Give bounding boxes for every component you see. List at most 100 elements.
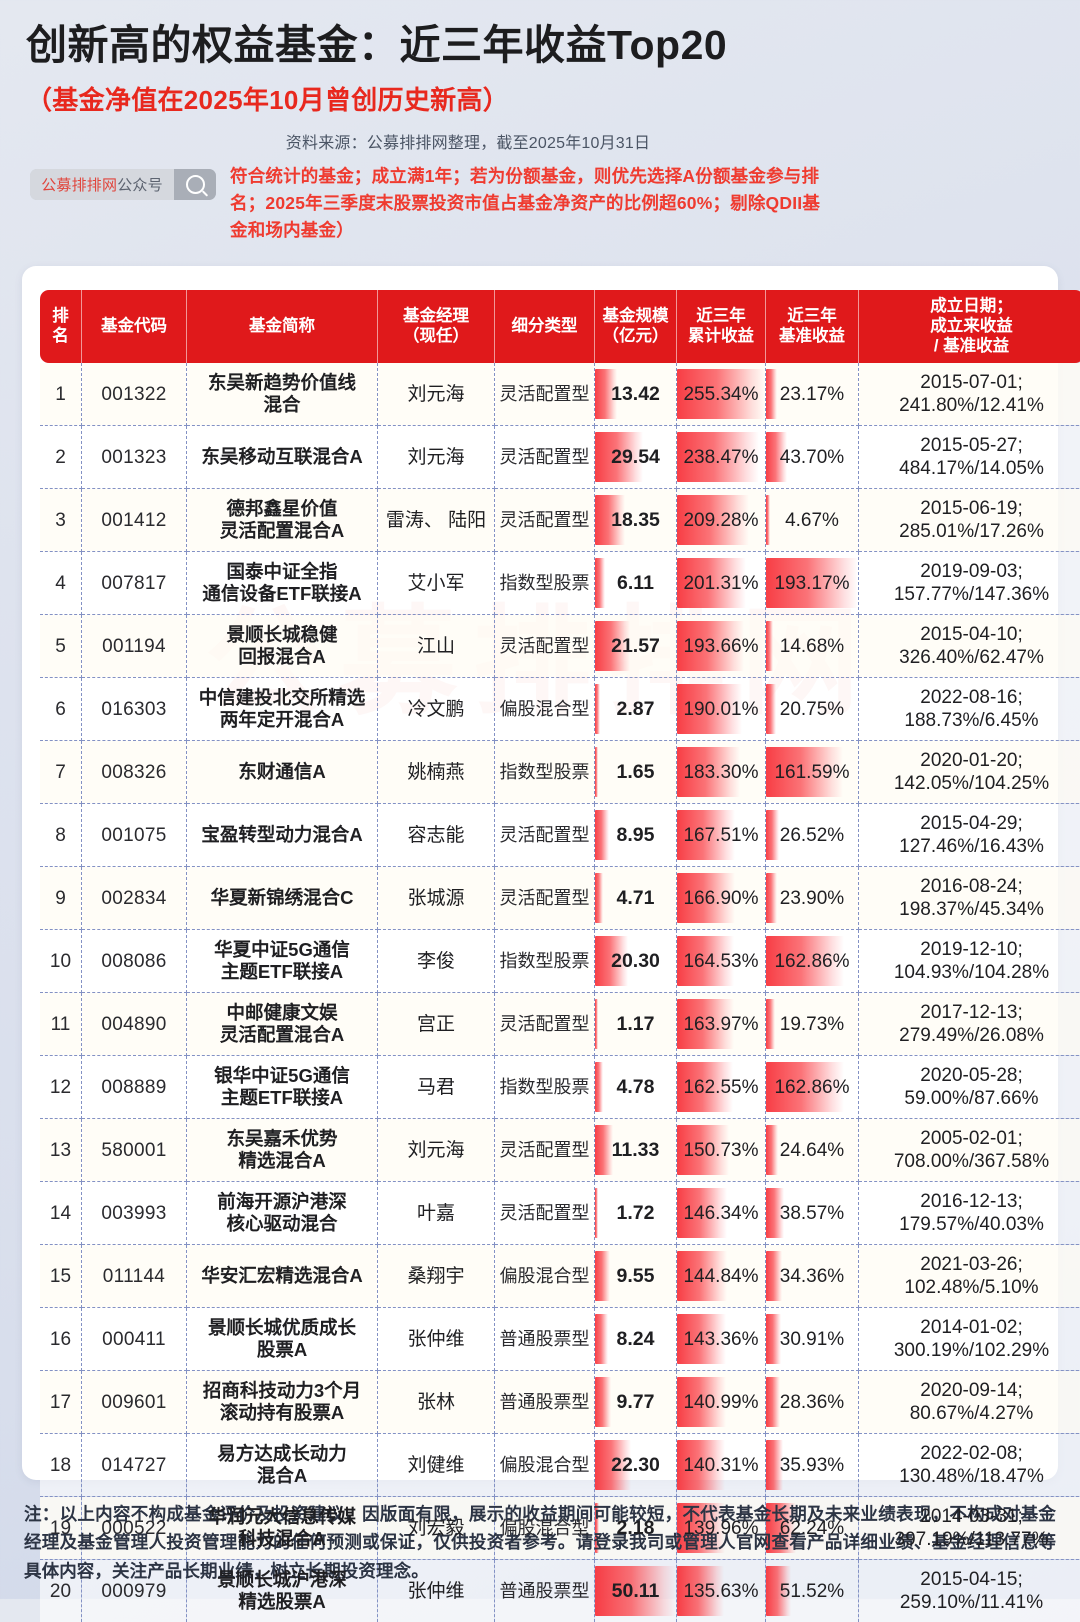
cell-text-founded: 2021-03-26; 102.48%/5.10%: [904, 1254, 1038, 1299]
cell-text-bench3y: 24.64%: [780, 1140, 844, 1161]
cell-rank: 17: [40, 1371, 82, 1434]
cell-text-type: 灵活配置型: [500, 1014, 590, 1034]
cell-text-rank: 14: [50, 1203, 71, 1224]
cell-name: 华夏新锦绣混合C: [187, 867, 378, 930]
cell-ret3y: 162.55%: [677, 1056, 766, 1119]
cell-bench3y: 24.64%: [766, 1119, 859, 1182]
cell-scale: 8.24: [595, 1308, 677, 1371]
cell-code: 004890: [82, 993, 187, 1056]
cell-text-ret3y: 163.97%: [683, 1014, 758, 1035]
cell-text-scale: 29.54: [611, 446, 660, 468]
cell-manager: 冷文鹏: [378, 678, 495, 741]
cell-ret3y: 255.34%: [677, 363, 766, 426]
cell-bench3y: 26.52%: [766, 804, 859, 867]
cell-ret3y: 209.28%: [677, 489, 766, 552]
cell-text-rank: 7: [55, 762, 66, 783]
cell-text-scale: 4.78: [617, 1076, 655, 1098]
cell-bench3y: 162.86%: [766, 930, 859, 993]
cell-text-type: 偏股混合型: [500, 699, 590, 719]
cell-founded: 2022-08-16; 188.73%/6.45%: [859, 678, 1080, 741]
cell-name: 中信建投北交所精选 两年定开混合A: [187, 678, 378, 741]
cell-text-bench3y: 23.90%: [780, 888, 844, 909]
cell-manager: 艾小军: [378, 552, 495, 615]
cell-type: 普通股票型: [495, 1308, 595, 1371]
cell-text-name: 中邮健康文娱 灵活配置混合A: [220, 1002, 344, 1046]
cell-code: 003993: [82, 1182, 187, 1245]
cell-text-founded: 2015-06-19; 285.01%/17.26%: [899, 498, 1044, 543]
cell-text-type: 灵活配置型: [500, 825, 590, 845]
cell-name: 国泰中证全指 通信设备ETF联接A: [187, 552, 378, 615]
cell-rank: 3: [40, 489, 82, 552]
official-account-search-pill[interactable]: 公募排排网公众号: [30, 169, 216, 200]
cell-text-scale: 6.11: [617, 572, 654, 594]
cell-text-founded: 2019-09-03; 157.77%/147.36%: [894, 561, 1049, 606]
cell-type: 灵活配置型: [495, 363, 595, 426]
cell-text-name: 前海开源沪港深 核心驱动混合: [217, 1191, 347, 1235]
cell-name: 易方达成长动力 混合A: [187, 1434, 378, 1497]
cell-type: 指数型股票: [495, 1056, 595, 1119]
cell-text-type: 偏股混合型: [500, 1518, 590, 1538]
source-line: 资料来源：公募排排网整理，截至2025年10月31日: [26, 129, 1080, 153]
cell-text-scale: 9.55: [617, 1265, 655, 1287]
column-header-name: 基金简称: [187, 290, 378, 363]
cell-text-rank: 4: [55, 573, 66, 594]
cell-founded: 2019-12-10; 104.93%/104.28%: [859, 930, 1080, 993]
cell-bench3y: 38.57%: [766, 1182, 859, 1245]
cell-founded: 2015-04-29; 127.46%/16.43%: [859, 804, 1080, 867]
cell-text-bench3y: 4.67%: [785, 510, 839, 531]
cell-text-founded: 2005-02-01; 708.00%/367.58%: [894, 1128, 1049, 1173]
cell-text-name: 东吴新趋势价值线 混合: [208, 372, 356, 416]
cell-text-type: 灵活配置型: [500, 1140, 590, 1160]
cell-founded: 2005-02-01; 708.00%/367.58%: [859, 1119, 1080, 1182]
cell-text-type: 灵活配置型: [500, 888, 590, 908]
cell-text-scale: 2.87: [617, 698, 655, 720]
cell-text-type: 普通股票型: [500, 1581, 590, 1601]
search-button[interactable]: [174, 169, 216, 200]
cell-type: 灵活配置型: [495, 993, 595, 1056]
cell-text-bench3y: 43.70%: [780, 447, 844, 468]
cell-code: 001412: [82, 489, 187, 552]
cell-text-code: 001075: [101, 825, 166, 846]
cell-code: 002834: [82, 867, 187, 930]
cell-text-founded: 2016-12-13; 179.57%/40.03%: [899, 1191, 1044, 1236]
cell-text-rank: 8: [55, 825, 66, 846]
cell-text-bench3y: 35.93%: [780, 1455, 844, 1476]
cell-text-founded: 2015-04-29; 127.46%/16.43%: [899, 813, 1044, 858]
cell-text-founded: 2015-05-27; 484.17%/14.05%: [899, 435, 1044, 480]
cell-text-bench3y: 38.57%: [780, 1203, 844, 1224]
cell-text-scale: 22.30: [611, 1454, 660, 1476]
cell-text-bench3y: 30.91%: [780, 1329, 844, 1350]
cell-text-scale: 18.35: [611, 509, 660, 531]
cell-text-code: 003993: [101, 1203, 166, 1224]
cell-text-ret3y: 238.47%: [683, 447, 758, 468]
cell-scale: 9.77: [595, 1371, 677, 1434]
cell-text-ret3y: 162.55%: [683, 1077, 758, 1098]
cell-name: 招商科技动力3个月 滚动持有股票A: [187, 1371, 378, 1434]
cell-text-manager: 刘元海: [407, 1140, 464, 1161]
cell-scale: 9.55: [595, 1245, 677, 1308]
cell-bench3y: 34.36%: [766, 1245, 859, 1308]
cell-text-manager: 张仲维: [407, 1581, 464, 1602]
cell-text-code: 009601: [101, 1392, 166, 1413]
cell-text-bench3y: 193.17%: [774, 573, 849, 594]
cell-text-ret3y: 146.34%: [683, 1203, 758, 1224]
cell-text-rank: 11: [51, 1014, 71, 1035]
cell-text-name: 东吴移动互联混合A: [201, 446, 362, 467]
cell-text-ret3y: 201.31%: [683, 573, 758, 594]
cell-founded: 2022-02-08; 130.48%/18.47%: [859, 1434, 1080, 1497]
column-header-manager: 基金经理 （现任）: [378, 290, 495, 363]
cell-scale: 1.72: [595, 1182, 677, 1245]
cell-code: 001323: [82, 426, 187, 489]
search-input[interactable]: 公募排排网公众号: [30, 169, 174, 200]
cell-rank: 5: [40, 615, 82, 678]
cell-text-code: 008086: [101, 951, 166, 972]
cell-text-type: 灵活配置型: [500, 447, 590, 467]
column-header-rank: 排 名: [40, 290, 82, 363]
